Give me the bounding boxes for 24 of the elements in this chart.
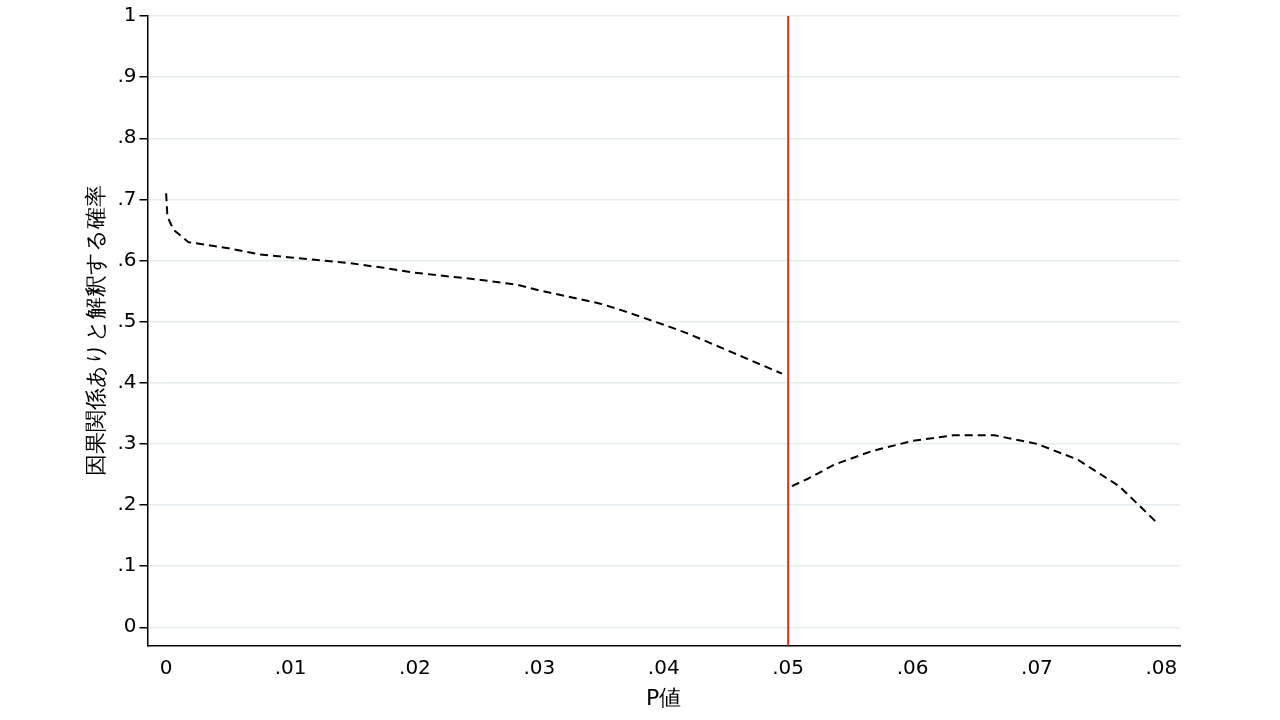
- y-tick-label: .3: [117, 430, 137, 455]
- x-tick-label: .04: [647, 654, 680, 679]
- y-tick-label: 1: [123, 2, 137, 27]
- y-tick-label: .6: [117, 246, 137, 271]
- x-tick-label: .05: [772, 654, 805, 679]
- y-tick-label: .7: [117, 185, 137, 210]
- y-tick-label: .2: [117, 491, 137, 516]
- x-axis-title: P値: [646, 684, 682, 710]
- x-tick-label: .01: [274, 654, 307, 679]
- y-tick-label: .8: [117, 124, 137, 149]
- x-tick-label: .08: [1145, 654, 1178, 679]
- x-tick-label: .07: [1021, 654, 1053, 679]
- y-tick-label: .5: [117, 307, 137, 332]
- line-series: [790, 434, 1158, 524]
- y-tick-label: 0: [123, 613, 137, 638]
- y-tick-label: .1: [117, 552, 137, 577]
- x-tick-label: .03: [523, 654, 556, 679]
- x-tick-label: .02: [399, 654, 431, 679]
- y-tick-label: .9: [117, 63, 137, 88]
- y-tick-label: .4: [117, 368, 137, 393]
- line-series: [165, 192, 783, 375]
- x-tick-label: .06: [896, 654, 929, 679]
- y-axis-title: 因果関係ありと解釈する確率: [82, 185, 108, 477]
- x-tick-label: 0: [159, 654, 173, 679]
